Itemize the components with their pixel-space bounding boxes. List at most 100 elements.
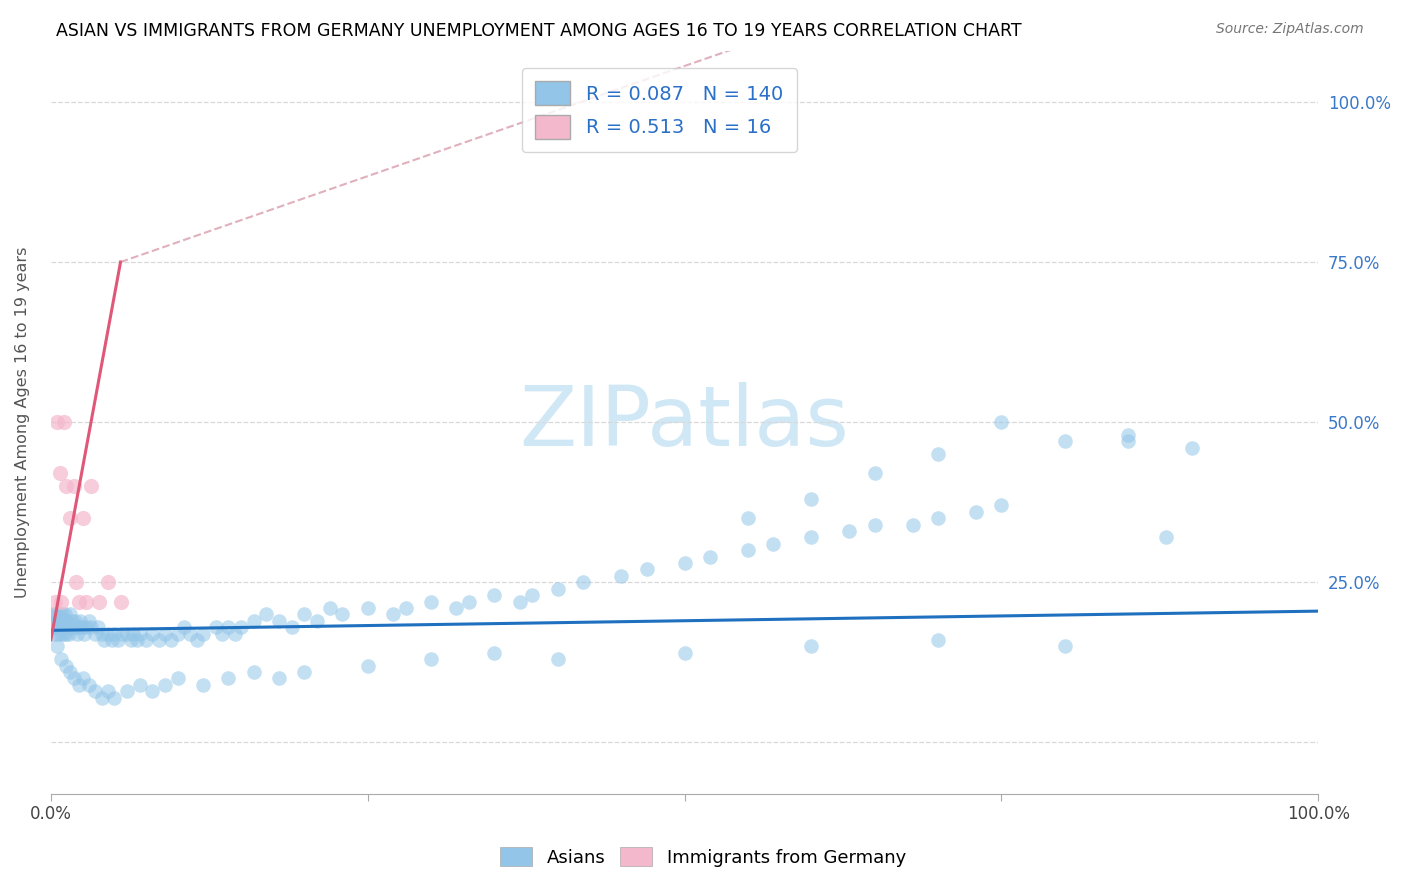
Point — [49, 594, 72, 608]
Legend: R = 0.087   N = 140, R = 0.513   N = 16: R = 0.087 N = 140, R = 0.513 N = 16 — [522, 68, 797, 153]
Point — [357, 658, 380, 673]
Point — [292, 665, 315, 679]
Point — [280, 620, 302, 634]
Point — [153, 626, 176, 640]
Point — [1053, 640, 1076, 654]
Point — [1180, 441, 1202, 455]
Point — [927, 632, 949, 647]
Point — [46, 607, 69, 622]
Point — [52, 626, 75, 640]
Point — [990, 499, 1012, 513]
Point — [186, 632, 208, 647]
Point — [224, 626, 246, 640]
Point — [62, 620, 84, 634]
Point — [93, 632, 115, 647]
Point — [53, 620, 76, 634]
Point — [80, 620, 103, 634]
Point — [67, 594, 90, 608]
Point — [72, 672, 94, 686]
Point — [66, 626, 89, 640]
Point — [547, 652, 569, 666]
Point — [128, 678, 150, 692]
Text: Source: ZipAtlas.com: Source: ZipAtlas.com — [1216, 22, 1364, 37]
Point — [1116, 428, 1139, 442]
Point — [1154, 531, 1177, 545]
Point — [318, 601, 340, 615]
Point — [927, 511, 949, 525]
Point — [87, 620, 110, 634]
Point — [67, 678, 90, 692]
Point — [420, 594, 443, 608]
Point — [522, 588, 544, 602]
Point — [179, 626, 201, 640]
Point — [90, 690, 112, 705]
Point — [46, 620, 69, 634]
Point — [49, 652, 72, 666]
Point — [191, 626, 214, 640]
Point — [484, 588, 506, 602]
Point — [420, 652, 443, 666]
Point — [330, 607, 353, 622]
Point — [115, 684, 138, 698]
Point — [110, 594, 132, 608]
Point — [927, 447, 949, 461]
Point — [547, 582, 569, 596]
Point — [48, 467, 70, 481]
Point — [84, 626, 107, 640]
Point — [46, 415, 69, 429]
Y-axis label: Unemployment Among Ages 16 to 19 years: Unemployment Among Ages 16 to 19 years — [15, 246, 30, 598]
Point — [56, 620, 79, 634]
Point — [217, 672, 239, 686]
Point — [800, 531, 823, 545]
Point — [458, 594, 481, 608]
Point — [46, 640, 69, 654]
Point — [153, 678, 176, 692]
Point — [65, 575, 87, 590]
Point — [52, 415, 75, 429]
Point — [73, 626, 96, 640]
Point — [838, 524, 860, 538]
Point — [44, 594, 66, 608]
Point — [305, 614, 328, 628]
Point — [58, 620, 80, 634]
Point — [737, 511, 759, 525]
Legend: Asians, Immigrants from Germany: Asians, Immigrants from Germany — [492, 840, 914, 874]
Point — [800, 640, 823, 654]
Text: ASIAN VS IMMIGRANTS FROM GERMANY UNEMPLOYMENT AMONG AGES 16 TO 19 YEARS CORRELAT: ASIAN VS IMMIGRANTS FROM GERMANY UNEMPLO… — [56, 22, 1022, 40]
Point — [42, 620, 65, 634]
Point — [48, 607, 70, 622]
Point — [80, 479, 103, 493]
Point — [509, 594, 531, 608]
Point — [173, 620, 195, 634]
Text: ZIPatlas: ZIPatlas — [520, 382, 849, 463]
Point — [56, 614, 79, 628]
Point — [141, 626, 163, 640]
Point — [800, 491, 823, 506]
Point — [48, 620, 70, 634]
Point — [990, 415, 1012, 429]
Point — [97, 684, 120, 698]
Point — [166, 626, 188, 640]
Point — [382, 607, 405, 622]
Point — [48, 614, 70, 628]
Point — [901, 517, 924, 532]
Point — [49, 614, 72, 628]
Point — [45, 614, 67, 628]
Point — [141, 684, 163, 698]
Point — [762, 537, 785, 551]
Point — [863, 517, 886, 532]
Point — [135, 632, 157, 647]
Point — [44, 607, 66, 622]
Point — [484, 646, 506, 660]
Point — [87, 594, 110, 608]
Point — [292, 607, 315, 622]
Point — [229, 620, 252, 634]
Point — [217, 620, 239, 634]
Point — [115, 626, 138, 640]
Point — [60, 620, 83, 634]
Point — [58, 626, 80, 640]
Point — [610, 569, 633, 583]
Point — [395, 601, 418, 615]
Point — [148, 632, 170, 647]
Point — [737, 543, 759, 558]
